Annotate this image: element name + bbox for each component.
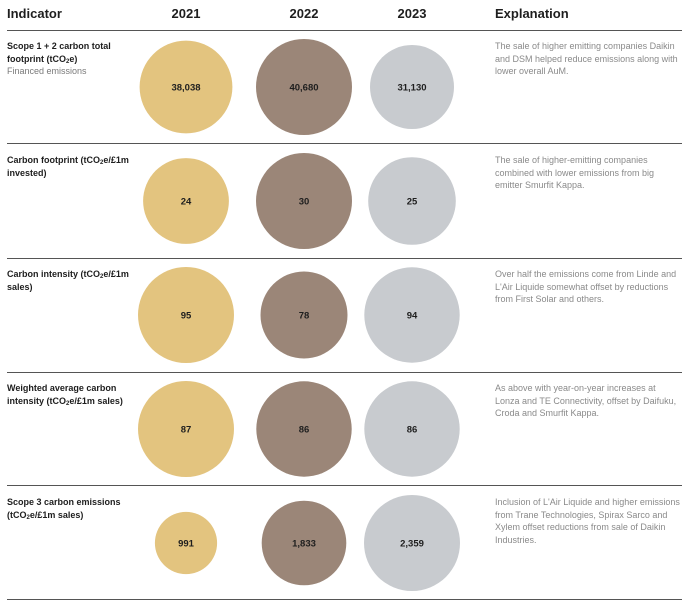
bubble-2022 [256,381,352,477]
bubble-value-label: 86 [407,425,418,436]
bubble-2023 [368,157,456,245]
subscript-2: 2 [65,58,70,65]
row-title-suffix: e) [69,53,78,64]
bubble-value-label: 1,833 [292,539,316,550]
bubble-value-label: 87 [181,425,192,436]
header-rule [7,30,682,31]
subscript-2: 2 [99,160,104,166]
row-title: Scope 1 + 2 carbon total footprint (tCO [7,41,111,64]
bubble-2021 [138,381,234,477]
bubble-2021 [143,158,229,244]
bubble-value-label: 95 [181,311,192,322]
row-title-suffix: e/£1m sales) [69,395,123,406]
bubble-2023 [370,45,454,129]
bubble-2023 [364,381,460,477]
row-divider [7,485,682,486]
row-title: Scope 3 carbon emissions (tCO [7,497,121,520]
row-explanation: Over half the emissions come from Linde … [495,269,677,304]
bubble-2022 [260,271,348,359]
row-title-suffix: e/£1m sales) [29,509,84,520]
header-indicator: Indicator [7,6,62,21]
subscript-2: 2 [26,514,30,521]
row-title: Carbon footprint (tCO [7,155,100,165]
bubble-value-label: 86 [299,425,310,436]
bubble-value-label: 25 [407,197,418,208]
row-divider [7,143,682,144]
header-explanation: Explanation [495,6,569,21]
bubble-2021 [154,511,218,575]
bubble-value-label: 31,130 [397,83,426,94]
row-label-waci: Weighted average carbon intensity (tCO2e… [7,382,142,407]
bubble-2022 [256,153,352,249]
row-title: Weighted average carbon intensity (tCO [7,383,117,406]
row-title: Carbon intensity (tCO [7,269,101,279]
bubble-value-label: 38,038 [171,83,200,94]
row-label-scope3: Scope 3 carbon emissions (tCO2e/£1m sale… [7,496,142,521]
bubble-value-label: 30 [299,197,310,208]
row-title-suffix: e/£1m sales) [7,269,129,292]
row-explanation: The sale of higher-emitting companies co… [495,155,655,190]
row-explanation: Inclusion of L'Air Liquide and higher em… [495,497,680,545]
bubble-value-label: 78 [299,311,310,322]
row-explanation: The sale of higher emitting companies Da… [495,41,678,76]
row-label-carbon-intensity: Carbon intensity (tCO2e/£1m sales) [7,268,142,293]
bubble-value-label: 24 [181,197,192,208]
bubble-value-label: 991 [178,539,195,550]
row-divider [7,372,682,373]
row-explanation: As above with year-on-year increases at … [495,383,677,418]
row-title-suffix: e/£1m invested) [7,155,129,178]
bubble-value-label: 2,359 [400,539,424,550]
header-year-2022: 2022 [289,6,319,21]
row-subtitle: Financed emissions [7,66,87,76]
subscript-2: 2 [66,400,70,407]
bubble-2022 [261,500,347,586]
bottom-rule [7,599,682,600]
subscript-2: 2 [100,274,104,280]
row-divider [7,258,682,259]
bubble-value-label: 40,680 [289,83,318,94]
bubble-value-label: 94 [407,311,418,322]
header-year-2021: 2021 [171,6,201,21]
bubble-2021 [138,267,234,363]
header-year-2023: 2023 [397,6,427,21]
bubble-2021 [139,40,233,134]
bubble-2023 [364,267,460,363]
row-label-scope12: Scope 1 + 2 carbon total footprint (tCO2… [7,40,142,78]
row-label-carbon-footprint: Carbon footprint (tCO2e/£1m invested) [7,154,142,179]
bubble-2023 [364,495,460,591]
bubble-2022 [256,39,352,135]
